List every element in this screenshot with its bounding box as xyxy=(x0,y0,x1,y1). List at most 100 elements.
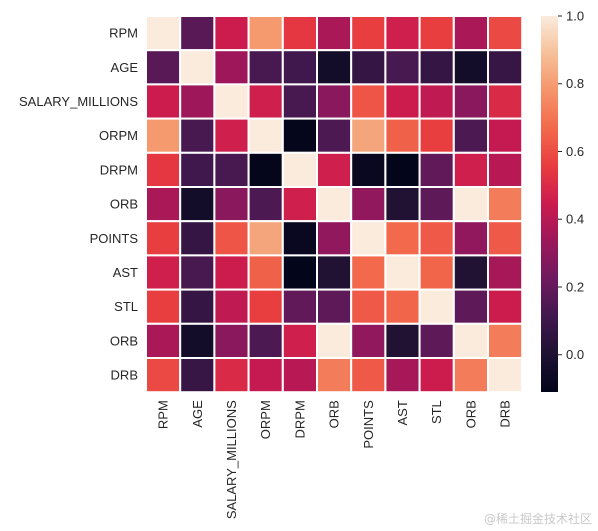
heatmap-cell xyxy=(247,151,284,189)
heatmap-cell xyxy=(452,254,489,291)
heatmap-cell xyxy=(247,254,284,291)
heatmap-cell xyxy=(179,288,216,325)
heatmap-cell xyxy=(281,117,318,154)
heatmap-cell xyxy=(247,83,284,120)
heatmap-cell xyxy=(487,254,524,291)
heatmap-cell xyxy=(145,151,182,189)
heatmap-cell xyxy=(316,322,353,359)
heatmap-cell xyxy=(418,151,455,189)
heatmap-cell xyxy=(281,254,318,291)
heatmap-cell xyxy=(350,288,387,325)
heatmap-cell xyxy=(281,288,318,325)
heatmap-cell xyxy=(316,151,353,189)
heatmap-cell xyxy=(350,15,387,52)
heatmap-cell xyxy=(487,83,524,120)
heatmap-cell xyxy=(452,117,489,154)
colorbar-tick-label: 0.8 xyxy=(566,76,584,91)
heatmap-cell xyxy=(418,186,455,223)
heatmap-cell xyxy=(247,15,284,52)
heatmap-cell xyxy=(418,15,455,52)
heatmap-cell xyxy=(350,151,387,189)
heatmap-cell xyxy=(316,83,353,120)
colorbar-tick-label: 0.6 xyxy=(566,144,584,159)
heatmap-cell xyxy=(179,83,216,120)
heatmap-cell xyxy=(179,254,216,291)
heatmap-cell xyxy=(487,357,524,394)
row-label: DRPM xyxy=(100,162,138,177)
heatmap-cell xyxy=(179,15,216,52)
heatmap-cell xyxy=(247,288,284,325)
heatmap-cell xyxy=(384,117,421,154)
heatmap-cell xyxy=(179,220,216,257)
heatmap-cell xyxy=(179,151,216,189)
heatmap-cell xyxy=(452,186,489,223)
heatmap-cell xyxy=(213,322,250,359)
heatmap-cell xyxy=(281,186,318,223)
heatmap-cell xyxy=(384,220,421,257)
heatmap-cell xyxy=(145,117,182,154)
heatmap-cell xyxy=(418,117,455,154)
heatmap-cell xyxy=(316,357,353,394)
heatmap-cell xyxy=(179,357,216,394)
heatmap-cell xyxy=(452,288,489,325)
row-label: ORB xyxy=(110,333,138,348)
heatmap-cell xyxy=(487,322,524,359)
heatmap-cell xyxy=(316,49,353,86)
heatmap-cell xyxy=(145,83,182,120)
heatmap-cell xyxy=(316,15,353,52)
row-label: AGE xyxy=(111,60,139,75)
row-label: STL xyxy=(114,299,138,314)
column-label: ORB xyxy=(327,400,342,428)
heatmap-cell xyxy=(418,254,455,291)
heatmap-cell xyxy=(384,254,421,291)
column-label: AST xyxy=(395,400,410,425)
heatmap-cell xyxy=(213,357,250,394)
column-label: RPM xyxy=(156,400,171,429)
heatmap-cell xyxy=(316,288,353,325)
heatmap-cell xyxy=(350,49,387,86)
heatmap-cell xyxy=(418,220,455,257)
row-label: ORPM xyxy=(99,128,138,143)
heatmap-cell xyxy=(247,117,284,154)
heatmap-cell xyxy=(384,357,421,394)
heatmap-cell xyxy=(452,15,489,52)
heatmap-cell xyxy=(452,83,489,120)
heatmap-cell xyxy=(213,186,250,223)
colorbar-tick-label: 0.0 xyxy=(566,347,584,362)
heatmap-cell xyxy=(213,151,250,189)
heatmap-cell xyxy=(487,220,524,257)
heatmap-cell xyxy=(316,220,353,257)
column-label: DRB xyxy=(498,400,513,427)
row-label: DRB xyxy=(111,368,138,383)
column-label: ORB xyxy=(463,400,478,428)
heatmap-cell xyxy=(452,49,489,86)
heatmap-cell xyxy=(213,254,250,291)
column-label: DRPM xyxy=(292,400,307,438)
heatmap-cell xyxy=(384,186,421,223)
row-labels: RPM AGE SALARY_MILLIONS ORPM DRPM ORB POINTS AS… xyxy=(19,26,138,383)
column-labels: RPM AGE SALARY_MILLIONS ORPM DRPM ORB POINTS AS… xyxy=(156,400,513,519)
heatmap-cell xyxy=(281,15,318,52)
heatmap-cell xyxy=(487,49,524,86)
heatmap-cell xyxy=(487,288,524,325)
column-label: AGE xyxy=(190,400,205,428)
colorbar-ticks: 0.0 0.2 0.4 0.6 0.8 1.0 xyxy=(558,9,584,362)
heatmap-cell xyxy=(179,49,216,86)
heatmap-cell xyxy=(350,254,387,291)
heatmap-cell xyxy=(145,254,182,291)
heatmap-cell xyxy=(145,288,182,325)
heatmap-cell xyxy=(145,322,182,359)
heatmap-cell xyxy=(281,220,318,257)
column-label: SALARY_MILLIONS xyxy=(224,400,239,519)
heatmap-cell xyxy=(350,117,387,154)
heatmap-cell xyxy=(213,117,250,154)
heatmap-cell xyxy=(384,15,421,52)
heatmap-cell xyxy=(418,357,455,394)
colorbar-tick-label: 0.2 xyxy=(566,279,584,294)
heatmap-cell xyxy=(281,83,318,120)
heatmap-cell xyxy=(213,49,250,86)
heatmap-cell xyxy=(213,220,250,257)
heatmap-cell xyxy=(281,49,318,86)
heatmap-cell xyxy=(418,49,455,86)
heatmap-cell xyxy=(145,49,182,86)
